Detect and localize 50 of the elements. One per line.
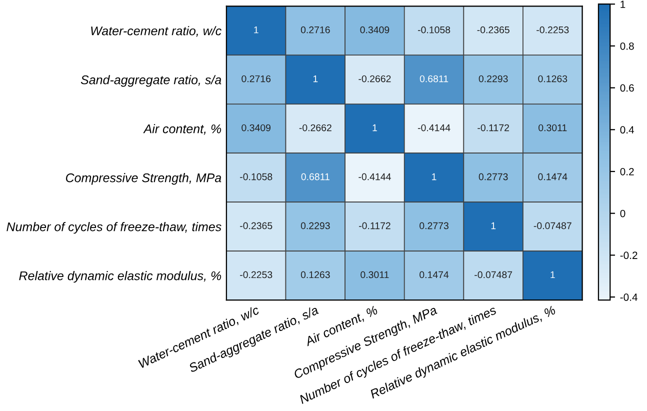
color-bar-label: 0 bbox=[620, 210, 626, 218]
y-tick-label: Air content, % bbox=[143, 124, 222, 135]
data-label: -0.2365 bbox=[240, 222, 272, 230]
color-bar-label: -0.4 bbox=[620, 294, 638, 301]
data-label: -0.07487 bbox=[474, 271, 512, 278]
data-label: -0.4144 bbox=[418, 124, 450, 132]
data-label: 1 bbox=[372, 124, 377, 132]
data-label: -0.07487 bbox=[534, 222, 572, 230]
y-tick-label: Number of cycles of freeze-thaw, times bbox=[6, 222, 222, 234]
data-label: 0.2716 bbox=[242, 75, 271, 82]
color-bar-label: 0.6 bbox=[620, 84, 634, 92]
data-label: 0.6811 bbox=[301, 173, 330, 180]
data-label: 1 bbox=[254, 26, 258, 34]
data-label: -0.1058 bbox=[418, 26, 450, 34]
data-label: 1 bbox=[432, 173, 436, 180]
data-label: -0.2253 bbox=[240, 271, 272, 278]
data-label: 1 bbox=[313, 75, 318, 82]
data-label: -0.2662 bbox=[299, 124, 332, 132]
data-label: -0.4144 bbox=[358, 173, 391, 180]
color-bar-label: -0.2 bbox=[620, 252, 638, 260]
data-label: -0.2662 bbox=[358, 75, 391, 82]
data-label: 0.2716 bbox=[300, 26, 330, 34]
data-label: 0.1474 bbox=[420, 271, 449, 278]
data-label: 1 bbox=[550, 271, 555, 278]
data-label: 0.1263 bbox=[538, 75, 568, 82]
data-label: 0.6811 bbox=[420, 75, 448, 82]
data-label: 0.3011 bbox=[360, 271, 389, 278]
data-label: 0.1474 bbox=[538, 173, 568, 180]
data-label: -0.1172 bbox=[478, 124, 509, 132]
color-bar-label: 0.4 bbox=[620, 126, 634, 134]
data-label: 1 bbox=[491, 222, 496, 230]
data-label: -0.1058 bbox=[240, 173, 272, 180]
data-label: 0.2773 bbox=[478, 173, 508, 180]
data-label: 0.2773 bbox=[420, 222, 448, 230]
data-label: 0.3409 bbox=[360, 26, 390, 34]
data-label: 0.3011 bbox=[538, 124, 567, 132]
data-label: 0.2293 bbox=[300, 222, 330, 230]
y-tick-label: Relative dynamic elastic modulus, % bbox=[19, 271, 222, 283]
y-tick-label: Sand-aggregate ratio, s/a bbox=[80, 75, 222, 87]
color-bar-label: 1 bbox=[620, 0, 626, 8]
data-label: -0.2253 bbox=[536, 26, 569, 34]
y-tick-label: Compressive Strength, MPa bbox=[66, 173, 222, 185]
y-tick-label: Water-cement ratio, w/c bbox=[91, 26, 222, 37]
data-label: 0.3409 bbox=[242, 124, 271, 132]
color-bar-label: 0.2 bbox=[620, 168, 634, 176]
data-label: 0.2293 bbox=[478, 75, 508, 82]
data-label: -0.2365 bbox=[477, 26, 510, 34]
data-label: -0.1172 bbox=[359, 222, 390, 230]
data-label: 0.1263 bbox=[300, 271, 330, 278]
color-bar-label: 0.8 bbox=[620, 42, 634, 50]
